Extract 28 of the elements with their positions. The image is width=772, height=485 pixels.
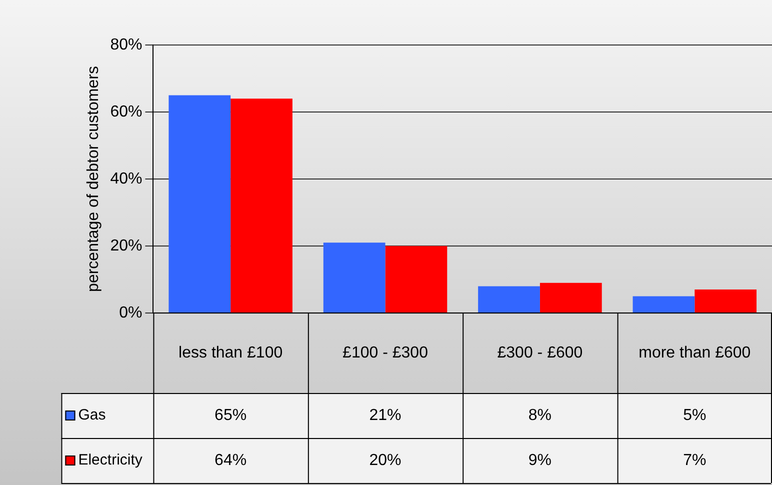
data-label: 8% xyxy=(528,406,552,424)
y-tick-label: 0% xyxy=(119,304,142,322)
bar xyxy=(694,290,757,312)
data-label: 20% xyxy=(369,452,402,469)
x-tick-label: £300 - £600 xyxy=(497,344,583,362)
bar xyxy=(168,95,231,312)
bar xyxy=(230,98,292,312)
bar xyxy=(385,246,448,312)
y-axis-title: percentage of debtor customers xyxy=(85,66,102,292)
y-tick-label: 80% xyxy=(110,36,142,54)
data-label: 21% xyxy=(369,406,402,424)
legend-label: Gas xyxy=(78,406,106,424)
data-label: 9% xyxy=(528,452,552,469)
legend-label: Electricity xyxy=(78,452,143,469)
data-label: 7% xyxy=(683,452,706,469)
bar xyxy=(540,282,602,312)
data-label: 65% xyxy=(214,406,247,424)
y-tick-label: 40% xyxy=(110,170,142,188)
x-tick-label: more than £600 xyxy=(638,344,751,362)
x-tick-label: less than £100 xyxy=(178,344,283,362)
y-tick-label: 20% xyxy=(110,237,142,254)
data-label: 64% xyxy=(214,452,247,469)
data-label: 5% xyxy=(683,406,706,424)
bar xyxy=(478,286,540,312)
bar xyxy=(632,296,695,312)
bar xyxy=(323,242,386,312)
y-tick-label: 60% xyxy=(110,103,142,120)
x-tick-label: £100 - £300 xyxy=(342,344,428,362)
